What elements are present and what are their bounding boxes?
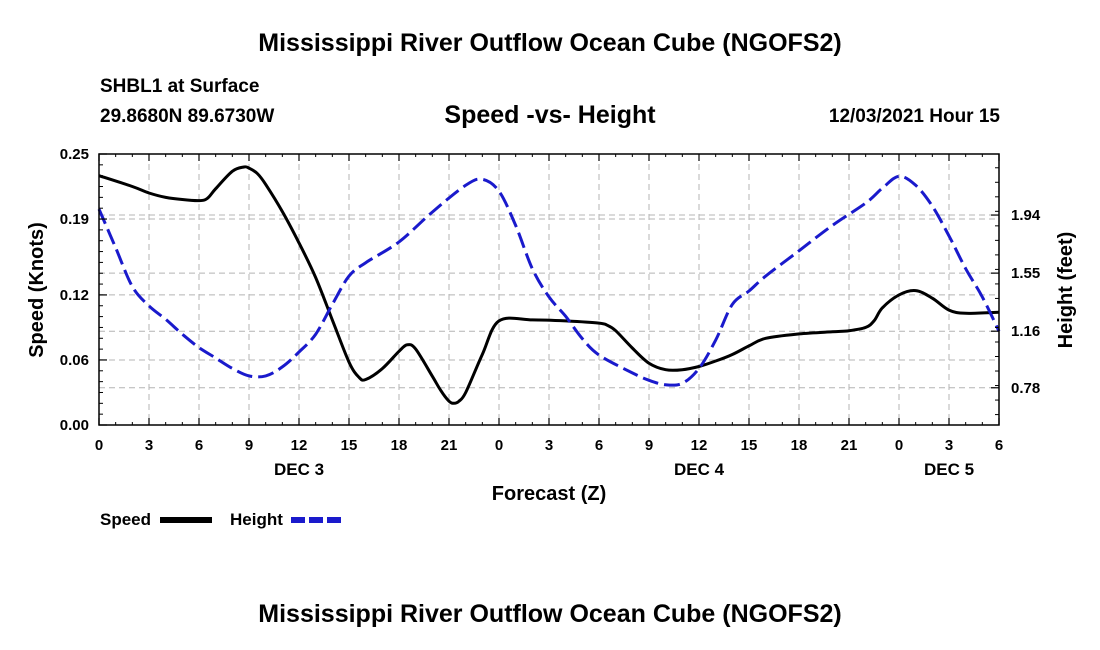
height-series-line xyxy=(97,174,1001,387)
y-axis-left-title: Speed (Knots) xyxy=(26,222,48,358)
y-right-tick-label: 0.78 xyxy=(1011,380,1040,397)
axis-ticks xyxy=(98,153,1000,426)
y-left-tick-label: 0.19 xyxy=(60,211,89,228)
x-tick-label: 6 xyxy=(995,437,1003,454)
chart-title: Mississippi River Outflow Ocean Cube (NG… xyxy=(258,29,842,57)
x-tick-label: 3 xyxy=(145,437,153,454)
station-name: SHBL1 at Surface xyxy=(100,76,260,97)
x-tick-label: 12 xyxy=(291,437,308,454)
day-label: DEC 3 xyxy=(274,460,324,479)
y-left-tick-label: 0.12 xyxy=(60,287,89,304)
footer-title: Mississippi River Outflow Ocean Cube (NG… xyxy=(258,600,842,628)
series-lines xyxy=(97,165,1001,405)
y-left-tick-label: 0.25 xyxy=(60,146,89,163)
x-tick-label: 15 xyxy=(741,437,758,454)
legend-height-label: Height xyxy=(230,510,283,529)
x-tick-label: 18 xyxy=(791,437,808,454)
x-tick-label: 9 xyxy=(245,437,253,454)
x-tick-label: 15 xyxy=(341,437,358,454)
chart-subtitle: Speed -vs- Height xyxy=(444,101,656,129)
day-label: DEC 4 xyxy=(674,460,725,479)
station-coordinates: 29.8680N 89.6730W xyxy=(100,106,275,127)
x-tick-label: 21 xyxy=(441,437,458,454)
y-axis-right-title: Height (feet) xyxy=(1055,232,1077,349)
x-tick-label: 9 xyxy=(645,437,653,454)
grid xyxy=(99,154,999,425)
speed-series-line xyxy=(98,165,1000,405)
x-tick-label: 0 xyxy=(895,437,903,454)
x-tick-label: 6 xyxy=(195,437,203,454)
x-tick-label: 18 xyxy=(391,437,408,454)
x-tick-label: 6 xyxy=(595,437,603,454)
y-right-tick-label: 1.16 xyxy=(1011,323,1040,340)
y-left-tick-label: 0.06 xyxy=(60,352,89,369)
x-tick-label: 3 xyxy=(945,437,953,454)
axis-labels: 0 3 6 9 12 15 18 21 0 3 6 9 12 15 18 21 0 3 6 DEC 3 DEC 4 DEC… xyxy=(60,146,1041,479)
y-left-tick-label: 0.00 xyxy=(60,417,89,434)
x-tick-label: 0 xyxy=(495,437,503,454)
forecast-datetime: 12/03/2021 Hour 15 xyxy=(828,106,1000,127)
speed-height-chart: 0 3 6 9 12 15 18 21 0 3 6 9 12 15 18 21 0 3 6 DEC 3 DEC 4 DEC… xyxy=(26,146,1077,529)
x-tick-label: 0 xyxy=(95,437,103,454)
x-tick-label: 12 xyxy=(691,437,708,454)
day-label: DEC 5 xyxy=(924,460,974,479)
x-tick-label: 21 xyxy=(841,437,858,454)
legend: Speed Height xyxy=(100,510,343,529)
legend-speed-label: Speed xyxy=(100,510,151,529)
x-axis-title: Forecast (Z) xyxy=(492,483,606,505)
y-right-tick-label: 1.55 xyxy=(1011,265,1040,282)
x-tick-label: 3 xyxy=(545,437,553,454)
y-right-tick-label: 1.94 xyxy=(1011,207,1041,224)
